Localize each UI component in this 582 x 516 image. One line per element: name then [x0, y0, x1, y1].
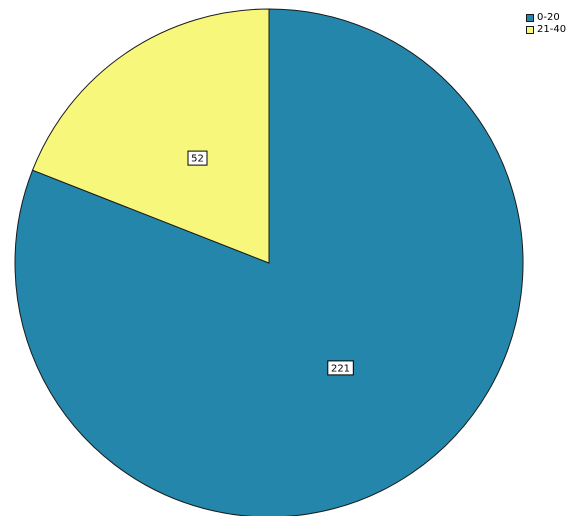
legend-item-0-20: 0-20 — [526, 12, 566, 24]
legend-item-21-40: 21-40 — [526, 24, 566, 36]
legend-label-21-40: 21-40 — [537, 24, 567, 35]
data-label-text: 221 — [331, 363, 350, 374]
data-label-21-40: 52 — [187, 150, 208, 166]
legend-label-0-20: 0-20 — [537, 12, 560, 23]
legend: 0-20 21-40 — [526, 12, 566, 36]
legend-swatch-21-40 — [526, 26, 534, 34]
pie-data-labels: 221 52 — [187, 150, 354, 376]
pie-slices — [14, 8, 524, 516]
data-label-box — [327, 360, 354, 376]
pie-slice-0-20 — [14, 8, 524, 516]
legend-swatch-0-20 — [526, 14, 534, 22]
pie-slice-21-40 — [31, 8, 270, 264]
data-label-text: 52 — [191, 154, 204, 165]
data-label-box — [187, 150, 208, 166]
data-label-0-20: 221 — [327, 360, 354, 376]
